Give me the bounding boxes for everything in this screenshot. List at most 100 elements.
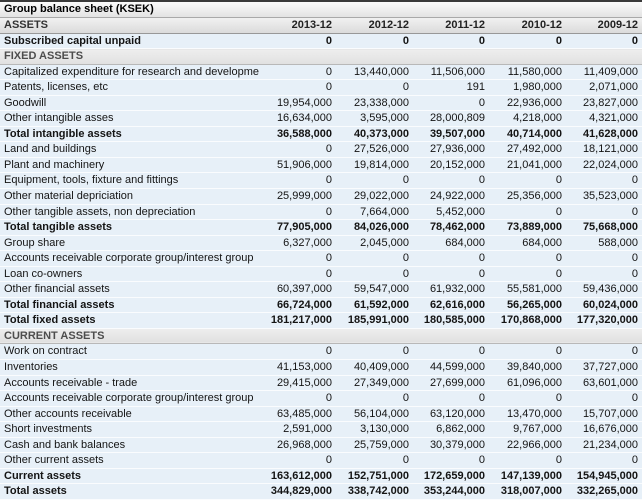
- table-row: Plant and machinery 51,906,000 19,814,000 2…: [0, 157, 642, 174]
- cell-value: 37,727,000: [566, 359, 642, 376]
- cell-value: 7,664,000: [336, 204, 413, 221]
- cell-value: 0: [259, 250, 336, 267]
- cell-value: 63,485,000: [259, 406, 336, 423]
- column-header-year: 2009-12: [566, 18, 642, 34]
- cell-value: 13,440,000: [336, 64, 413, 81]
- cell-value: 22,936,000: [489, 95, 566, 112]
- cell-value: 9,767,000: [489, 421, 566, 438]
- cell-value: 11,506,000: [413, 64, 489, 81]
- cell-value: 0: [336, 172, 413, 190]
- cell-value: 0: [489, 250, 566, 267]
- cell-value: 27,526,000: [336, 141, 413, 158]
- row-label: Inventories: [0, 359, 259, 376]
- cell-value: 2,045,000: [336, 235, 413, 252]
- cell-value: 0: [566, 204, 642, 221]
- row-label: Goodwill: [0, 95, 259, 112]
- cell-value: 29,022,000: [336, 188, 413, 205]
- cell-value: 28,000,809: [413, 110, 489, 127]
- row-label: Work on contract: [0, 343, 259, 361]
- cell-value: 60,397,000: [259, 281, 336, 298]
- cell-value: 26,968,000: [259, 437, 336, 454]
- cell-value: 0: [413, 266, 489, 283]
- cell-value: 0: [259, 266, 336, 283]
- cell-value: 16,676,000: [566, 421, 642, 438]
- cell-value: 180,585,000: [413, 312, 489, 329]
- column-header-year: 2013-12: [259, 18, 336, 34]
- cell-value: 39,840,000: [489, 359, 566, 376]
- section-title: CURRENT ASSETS: [0, 327, 642, 345]
- page-title: Group balance sheet (KSEK): [0, 2, 642, 18]
- cell-value: 61,932,000: [413, 281, 489, 298]
- table-row: Accounts receivable corporate group/inte…: [0, 250, 642, 267]
- cell-value: 338,742,000: [336, 483, 413, 500]
- cell-value: 22,024,000: [566, 157, 642, 174]
- cell-value: 18,121,000: [566, 141, 642, 158]
- cell-value: 51,906,000: [259, 157, 336, 174]
- table-row: Subscribed capital unpaid 0 0 0 0 0: [0, 32, 642, 50]
- cell-value: 6,862,000: [413, 421, 489, 438]
- row-label: Plant and machinery: [0, 157, 259, 174]
- cell-value: 0: [413, 452, 489, 469]
- table-row: Other accounts receivable 63,485,000 56,10…: [0, 406, 642, 423]
- cell-value: 41,628,000: [566, 125, 642, 143]
- table-row: Total intangible assets 36,588,000 40,373,…: [0, 125, 642, 143]
- cell-value: 0: [259, 32, 336, 50]
- row-label: Group share: [0, 235, 259, 252]
- cell-value: 25,356,000: [489, 188, 566, 205]
- section-header-row: CURRENT ASSETS: [0, 327, 642, 345]
- cell-value: 0: [336, 79, 413, 96]
- cell-value: 15,707,000: [566, 406, 642, 423]
- row-label: Current assets: [0, 467, 259, 485]
- row-label: Land and buildings: [0, 141, 259, 158]
- cell-value: 0: [336, 390, 413, 407]
- cell-value: 0: [489, 32, 566, 50]
- cell-value: 23,827,000: [566, 95, 642, 112]
- cell-value: 0: [489, 390, 566, 407]
- cell-value: 6,327,000: [259, 235, 336, 252]
- table-row: Goodwill 19,954,000 23,338,000 0 22,936,000 2…: [0, 95, 642, 112]
- cell-value: 60,024,000: [566, 296, 642, 314]
- table-row: Other intangible asses 16,634,000 3,595,00…: [0, 110, 642, 127]
- cell-value: 41,153,000: [259, 359, 336, 376]
- cell-value: 0: [336, 266, 413, 283]
- cell-value: 684,000: [489, 235, 566, 252]
- table-row: Current assets 163,612,000 152,751,000 172,…: [0, 467, 642, 485]
- cell-value: 22,966,000: [489, 437, 566, 454]
- table-row: Capitalized expenditure for research and…: [0, 64, 642, 81]
- table-row: Short investments 2,591,000 3,130,000 6,862…: [0, 421, 642, 438]
- cell-value: 27,699,000: [413, 375, 489, 392]
- column-header-assets: ASSETS: [0, 18, 259, 34]
- cell-value: 56,265,000: [489, 296, 566, 314]
- cell-value: 73,889,000: [489, 219, 566, 236]
- cell-value: 0: [566, 452, 642, 469]
- cell-value: 0: [566, 390, 642, 407]
- cell-value: 0: [489, 204, 566, 221]
- cell-value: 75,668,000: [566, 219, 642, 236]
- cell-value: 3,130,000: [336, 421, 413, 438]
- cell-value: 19,954,000: [259, 95, 336, 112]
- cell-value: 5,452,000: [413, 204, 489, 221]
- cell-value: 0: [259, 64, 336, 81]
- row-label: Equipment, tools, fixture and fittings: [0, 172, 259, 190]
- cell-value: 0: [413, 172, 489, 190]
- row-label: Total intangible assets: [0, 125, 259, 143]
- cell-value: 59,436,000: [566, 281, 642, 298]
- table-row: Land and buildings 0 27,526,000 27,936,000 2…: [0, 141, 642, 158]
- table-row: Other current assets 0 0 0 0 0: [0, 452, 642, 469]
- cell-value: 44,599,000: [413, 359, 489, 376]
- cell-value: 40,409,000: [336, 359, 413, 376]
- cell-value: 0: [413, 390, 489, 407]
- cell-value: 1,980,000: [489, 79, 566, 96]
- cell-value: 0: [566, 343, 642, 361]
- table-row: Patents, licenses, etc 0 0 191 1,980,000 2,07…: [0, 79, 642, 96]
- cell-value: 27,936,000: [413, 141, 489, 158]
- cell-value: 0: [259, 172, 336, 190]
- column-header-year: 2012-12: [336, 18, 413, 34]
- row-label: Other current assets: [0, 452, 259, 469]
- cell-value: 0: [489, 452, 566, 469]
- cell-value: 23,338,000: [336, 95, 413, 112]
- cell-value: 0: [336, 343, 413, 361]
- cell-value: 0: [413, 250, 489, 267]
- cell-value: 2,071,000: [566, 79, 642, 96]
- section-header-row: FIXED ASSETS: [0, 48, 642, 65]
